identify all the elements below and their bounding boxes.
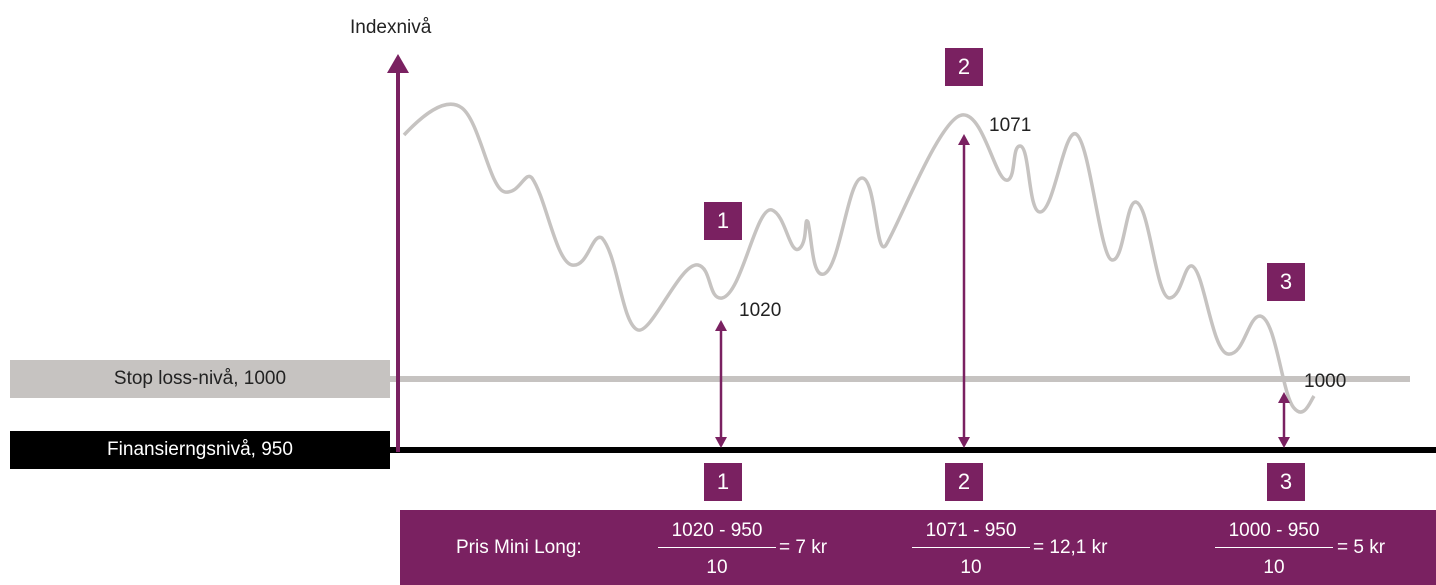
- formula-2-denominator: 10: [960, 557, 982, 578]
- point-2-value: 1071: [989, 115, 1032, 136]
- y-axis-arrowhead: [387, 54, 409, 73]
- formula-2-result: = 12,1 kr: [1033, 537, 1108, 558]
- stop-loss-label: Stop loss-nivå, 1000: [10, 360, 390, 398]
- point-2-badge-bottom: 2: [945, 463, 983, 501]
- point-3-badge-bottom: 3: [1267, 463, 1305, 501]
- point-3-badge-top: 3: [1267, 263, 1305, 301]
- formula-1-result: = 7 kr: [779, 537, 828, 558]
- formula-2-numerator: 1071 - 950: [912, 520, 1030, 548]
- price-formula-bar: Pris Mini Long: 1020 - 950 10 = 7 kr 107…: [400, 510, 1436, 585]
- point-2-badge-top: 2: [945, 48, 983, 86]
- formula-3-result: = 5 kr: [1337, 537, 1386, 558]
- arrow-point-2: [958, 134, 970, 448]
- index-curve: [402, 102, 1316, 414]
- formula-1-denominator: 10: [706, 557, 728, 578]
- formula-3-numerator: 1000 - 950: [1215, 520, 1333, 548]
- arrow-point-3: [1278, 392, 1290, 448]
- formula-3-fraction: 1000 - 950 10: [1215, 520, 1333, 579]
- point-1-badge-top: 1: [704, 202, 742, 240]
- formula-2-fraction: 1071 - 950 10: [912, 520, 1030, 579]
- point-1-badge-bottom: 1: [704, 463, 742, 501]
- formula-3-denominator: 10: [1263, 557, 1285, 578]
- formula-1-numerator: 1020 - 950: [658, 520, 776, 548]
- point-1-value: 1020: [739, 300, 782, 321]
- formula-title: Pris Mini Long:: [456, 537, 582, 558]
- financing-level-label: Finansierngsnivå, 950: [10, 431, 390, 469]
- arrow-point-1: [715, 320, 727, 448]
- y-axis-label: Indexnivå: [350, 17, 432, 38]
- point-3-value: 1000: [1304, 371, 1347, 392]
- formula-1-fraction: 1020 - 950 10: [658, 520, 776, 579]
